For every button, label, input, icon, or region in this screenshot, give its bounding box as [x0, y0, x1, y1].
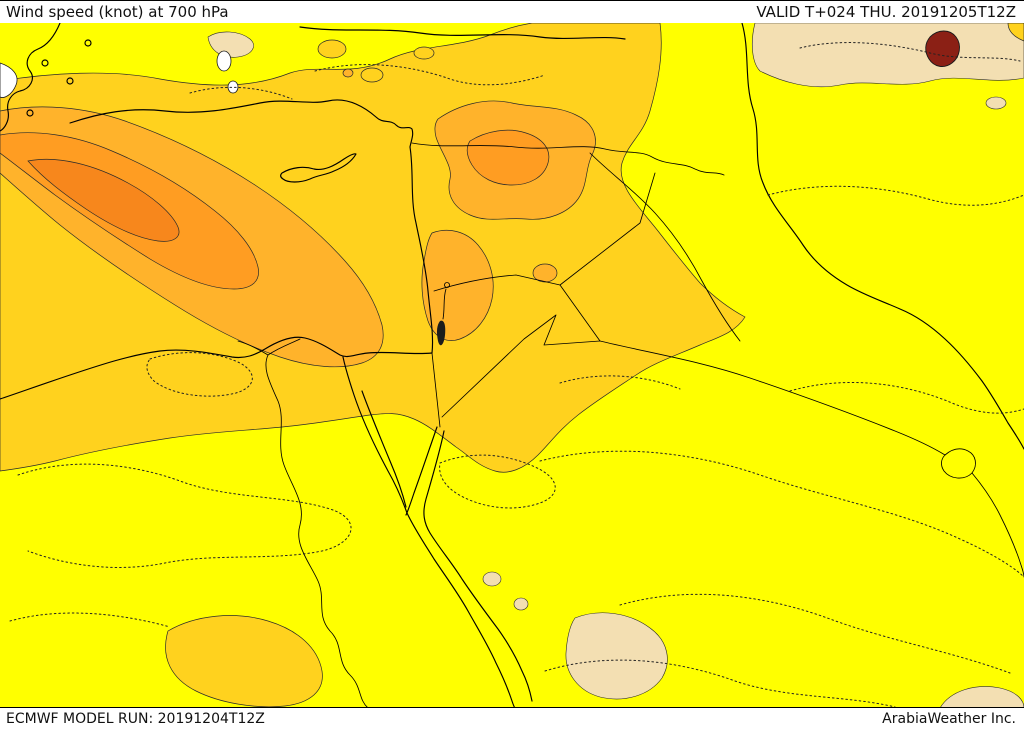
- wheat-region: [513, 597, 529, 611]
- model-run-label: ECMWF MODEL RUN: 20191204T12Z: [6, 710, 265, 727]
- iraq-saudi-border: [599, 340, 946, 456]
- white-patch: [216, 50, 232, 72]
- lake-urmia: [925, 30, 960, 67]
- island: [26, 109, 34, 117]
- dotted-contour-line: [799, 42, 1021, 62]
- nile-river: [265, 354, 369, 708]
- gulf-west-coast: [971, 472, 1024, 578]
- egypt-israel-border: [431, 352, 441, 428]
- map-title: Wind speed (knot) at 700 hPa: [6, 3, 229, 21]
- island: [66, 77, 74, 85]
- header-bar: Wind speed (knot) at 700 hPa VALID T+024…: [0, 1, 1024, 23]
- wheat-region: [565, 612, 668, 700]
- sinai-west-shore: [361, 390, 407, 508]
- core-level-regions: [27, 158, 180, 242]
- syria-jordan-border: [433, 274, 561, 292]
- syria-iraq-border: [559, 172, 656, 286]
- gold-corner-northeast: [1007, 23, 1024, 42]
- wheat-region: [482, 571, 502, 587]
- wheat-region: [207, 31, 254, 58]
- black-sea-coast: [299, 26, 626, 40]
- wind-map-canvas: [0, 23, 1024, 708]
- dotted-contour-line: [146, 352, 253, 397]
- dotted-contour-line: [559, 375, 681, 390]
- jordan-iraq-border: [559, 284, 601, 342]
- dotted-contour-line: [17, 463, 352, 568]
- island: [41, 59, 49, 67]
- deep-orange-core: [27, 158, 180, 242]
- iran-border-gulf-coast: [741, 23, 1024, 450]
- wheat-region: [985, 96, 1007, 110]
- egypt-north-coast: [0, 336, 433, 400]
- dead-sea: [436, 320, 446, 346]
- white-patch: [227, 80, 239, 94]
- nile-delta-branch: [267, 338, 301, 356]
- turkey-syria-iraq-border: [411, 142, 725, 176]
- dotted-contour-line: [789, 382, 1024, 414]
- aqaba-east-shore-red-sea-east: [423, 430, 533, 702]
- levant-coastline: [409, 146, 434, 354]
- dotted-contour-line: [544, 659, 896, 708]
- island: [84, 39, 92, 47]
- jordan-river: [442, 288, 447, 320]
- map-area: [0, 23, 1024, 708]
- credit-label: ArabiaWeather Inc.: [882, 710, 1016, 727]
- cyprus-island: [280, 153, 357, 183]
- gold-blob-southwest: [165, 615, 323, 708]
- geography-lines: [0, 23, 1024, 708]
- dotted-contour-line: [9, 612, 171, 628]
- white-patch-aegean: [0, 62, 18, 98]
- amber-blob: [342, 68, 354, 78]
- gold-blob: [360, 67, 384, 83]
- dotted-contour-line: [539, 450, 1024, 578]
- euphrates-river: [589, 152, 741, 342]
- orange-syria-inner: [466, 129, 550, 186]
- dotted-contours: [9, 42, 1024, 708]
- aegean-coastline: [0, 23, 61, 132]
- dotted-contour-line: [619, 593, 1011, 674]
- wheat-region: [751, 23, 1024, 88]
- white-patches: [0, 50, 239, 98]
- aqaba-west-shore: [405, 426, 438, 516]
- jordan-saudi-border: [441, 314, 601, 418]
- gulf-of-suez-west-shore: [342, 356, 408, 514]
- filled-contours: [0, 23, 1024, 708]
- dotted-contour-line: [439, 454, 556, 509]
- wheat-region: [939, 686, 1024, 708]
- footer-bar: ECMWF MODEL RUN: 20191204T12Z ArabiaWeat…: [0, 707, 1024, 729]
- anatolia-south-coast: [69, 99, 414, 148]
- red-sea-west-coast: [406, 512, 516, 708]
- dotted-contour-line: [314, 64, 546, 86]
- nile-delta-branch: [237, 340, 269, 356]
- valid-time-label: VALID T+024 THU. 20191205T12Z: [756, 3, 1016, 21]
- gold-blob: [317, 39, 347, 59]
- dotted-contour-line: [767, 185, 1024, 206]
- gold-blob: [413, 46, 435, 60]
